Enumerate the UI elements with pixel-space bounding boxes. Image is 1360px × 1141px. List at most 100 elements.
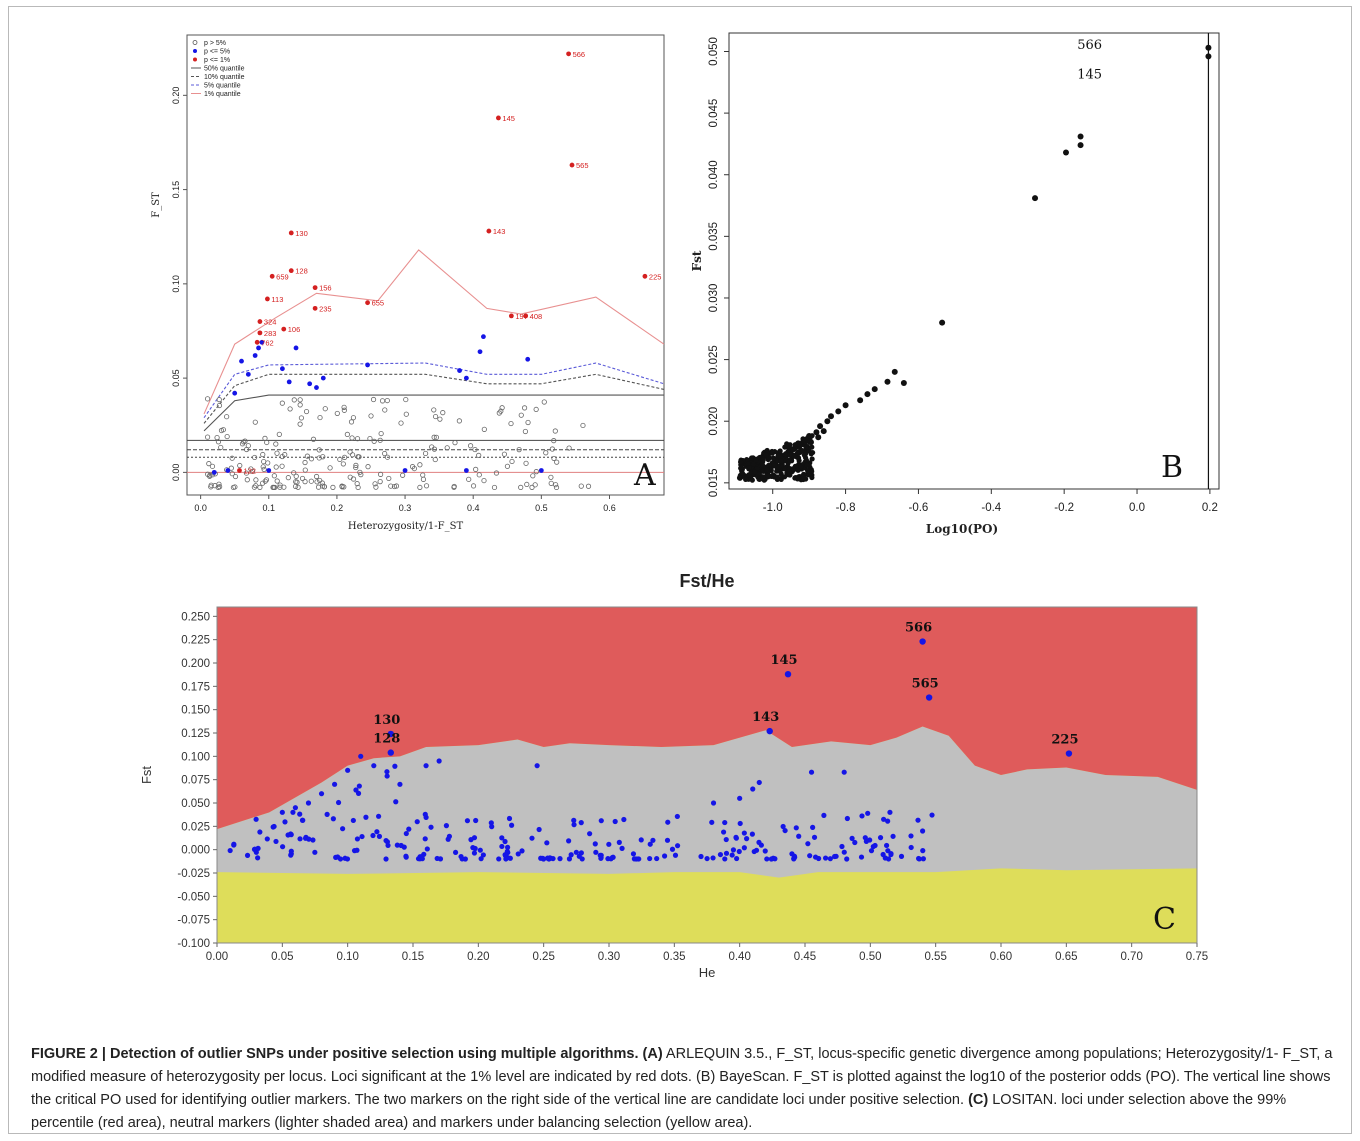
marker-point [370,832,376,839]
marker-point [505,844,511,850]
marker-point [929,812,935,818]
x-tick-label: 0.30 [598,951,620,963]
outlier-point [288,230,294,236]
neutral-point [432,413,439,420]
marker-point [841,769,847,775]
neutral-point [321,484,328,490]
marker-point [793,825,799,831]
caption-part-c: LOSITAN. loci under selection above the … [31,1092,1287,1131]
y-tick-label: 0.020 [708,407,720,436]
marker-point [756,779,762,786]
marker-point [384,839,391,845]
neutral-point [440,410,446,416]
data-point [787,458,793,464]
neutral-point [403,396,409,403]
y-tick-label: 0.040 [708,160,720,189]
marker-point [459,856,465,862]
x-tick-label: 0.45 [794,951,816,963]
y-tick-label: 0.20 [171,87,181,105]
panel-letter: B [1161,450,1183,485]
outlier-point [257,330,263,336]
point-label: 566 [1077,38,1102,53]
selection-5pct-point [232,390,238,396]
neutral-point [308,456,315,462]
outlier-label: 130 [373,713,400,728]
neutral-point [277,484,283,490]
outlier-point [642,273,648,279]
y-tick-label: -0.075 [177,915,210,927]
legend-label: 10% quantile [204,74,245,81]
legend-label: 50% quantile [204,66,245,73]
legend-marker [193,49,197,53]
neutral-point [466,476,472,482]
marker-point [557,856,563,862]
marker-point [744,836,750,842]
neutral-point [423,483,430,489]
marker-point [496,856,502,862]
selection-5pct-point [525,356,531,362]
marker-point [363,814,369,820]
caption-title: FIGURE 2 | Detection of outlier SNPs und… [31,1046,639,1062]
data-point [778,458,784,464]
data-point [815,434,822,441]
caption-part-c-label: (C) [968,1092,989,1108]
x-tick-label: 0.05 [271,951,293,963]
outlier-label: 324 [264,318,277,327]
neutral-point [516,447,522,453]
neutral-point [518,484,524,490]
outlier-point [508,313,514,319]
marker-point [428,824,434,830]
selection-5pct-point [457,368,462,373]
x-axis-label: Heterozygosity/1-F_ST [348,521,464,532]
data-point [792,442,798,448]
marker-point [717,851,724,858]
x-tick-label: -0.8 [836,502,856,514]
data-point [772,462,778,469]
neutral-point [353,464,359,471]
neutral-point [224,414,230,420]
data-point [1077,142,1084,149]
neutral-point [472,446,478,453]
neutral-point [308,478,314,484]
marker-point [452,849,459,856]
marker-point [371,763,377,769]
neutral-point [411,465,417,472]
marker-point [636,856,642,862]
marker-point [908,833,914,839]
marker-point [877,835,884,841]
data-point [752,469,758,475]
marker-point [598,854,604,861]
selection-5pct-point [225,468,231,473]
marker-point [749,831,755,837]
marker-point [592,841,598,847]
neutral-point [348,419,355,425]
quantile-line [203,373,665,424]
data-point [799,448,805,454]
neutral-point [263,477,270,483]
marker-point [920,856,926,862]
marker-point [350,817,356,824]
neutral-point [350,415,357,421]
neutral-point [302,467,308,473]
data-point [763,452,769,458]
marker-point [650,837,656,843]
neutral-point [317,477,323,484]
marker-point [810,824,816,830]
marker-point [342,855,348,861]
outlier-point [784,671,792,678]
marker-point [509,822,515,828]
outlier-point [257,319,263,324]
marker-point [488,820,494,826]
chart-b: 566 145 -1.0 -0.8 -0.6 -0.4 -0.2 0.0 0.2 0.015 0.0… [690,32,1220,536]
marker-point [282,819,288,825]
neutral-point [523,460,529,466]
marker-point [841,849,847,855]
neutral-point [249,468,256,474]
neutral-point [208,484,214,490]
marker-point [536,826,542,833]
x-tick-label: -0.6 [909,502,929,514]
data-point [1032,195,1039,202]
neutral-point [279,400,285,406]
neutral-point [282,452,288,458]
marker-point [290,809,296,815]
